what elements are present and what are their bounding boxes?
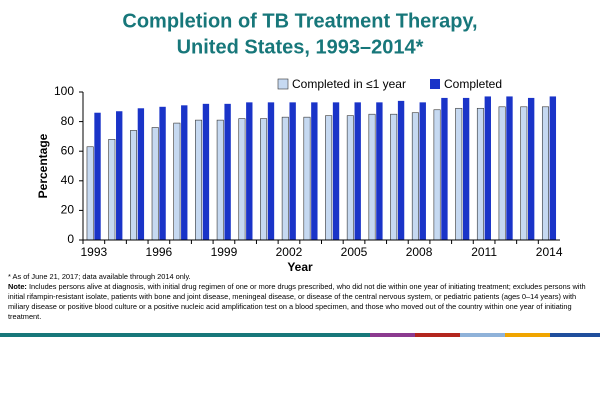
y-tick-label: 60 <box>61 143 75 157</box>
footnote: * As of June 21, 2017; data available th… <box>8 272 191 281</box>
x-tick-label: 2014 <box>536 245 563 259</box>
bar <box>549 96 557 240</box>
bar <box>462 97 470 240</box>
bar <box>224 103 231 240</box>
bar <box>484 96 491 240</box>
bar <box>354 102 361 240</box>
legend-swatch <box>430 79 440 89</box>
bar <box>159 106 166 240</box>
bar <box>195 119 203 241</box>
bar <box>498 106 506 241</box>
bar <box>202 103 210 240</box>
bar <box>390 113 398 241</box>
bar <box>311 102 318 240</box>
bar <box>151 127 159 241</box>
y-tick-label: 80 <box>61 114 75 128</box>
bar <box>267 102 275 240</box>
legend-label: Completed in ≤1 year <box>292 77 406 91</box>
bar <box>173 122 181 241</box>
bar <box>433 109 441 241</box>
decor-strip <box>505 333 550 337</box>
bar <box>94 112 101 240</box>
bar <box>108 139 116 241</box>
bar <box>527 97 535 240</box>
bar <box>181 105 188 240</box>
bar <box>281 116 289 241</box>
decor-strip <box>550 333 600 337</box>
bar <box>455 107 463 241</box>
x-tick-label: 1996 <box>146 245 173 259</box>
bar <box>419 102 426 240</box>
bar <box>541 106 549 241</box>
y-axis-label: Percentage <box>36 133 50 198</box>
bar <box>137 108 145 240</box>
note: Note: Includes persons alive at diagnosi… <box>8 282 593 322</box>
x-tick-label: 1999 <box>211 245 238 259</box>
chart-title: United States, 1993–2014* <box>177 36 424 58</box>
bar <box>520 106 528 241</box>
x-tick-label: 2002 <box>276 245 303 259</box>
y-tick-label: 40 <box>61 173 75 187</box>
bar <box>346 115 354 241</box>
bar <box>332 102 340 240</box>
x-tick-label: 2008 <box>406 245 433 259</box>
legend-label: Completed <box>444 77 502 91</box>
bar <box>397 100 405 240</box>
bar <box>238 118 246 241</box>
bar <box>216 119 224 241</box>
bar <box>289 102 296 240</box>
bar <box>303 116 311 241</box>
bar <box>376 102 383 240</box>
decor-strip <box>415 333 460 337</box>
bar <box>441 97 448 240</box>
bar <box>476 107 484 241</box>
footnotes: * As of June 21, 2017; data available th… <box>8 272 593 322</box>
legend-swatch <box>277 78 289 90</box>
bar <box>116 111 123 241</box>
y-tick-label: 0 <box>67 232 74 246</box>
y-tick-label: 100 <box>54 84 74 98</box>
bar <box>86 146 94 241</box>
y-tick-label: 20 <box>61 203 75 217</box>
note-text: Includes persons alive at diagnosis, wit… <box>8 282 586 321</box>
note-label: Note: <box>8 282 27 291</box>
x-tick-label: 1993 <box>80 245 107 259</box>
decor-strip <box>370 333 415 337</box>
x-axis-label: Year <box>287 260 313 274</box>
decor-strip <box>0 333 370 337</box>
bar <box>411 112 419 241</box>
bar <box>368 113 376 241</box>
chart-title: Completion of TB Treatment Therapy, <box>122 10 477 32</box>
decor-strip <box>460 333 505 337</box>
bar <box>246 102 253 240</box>
bar <box>260 118 268 241</box>
x-tick-label: 2011 <box>471 245 497 259</box>
x-tick-label: 2005 <box>341 245 368 259</box>
bar <box>130 130 138 241</box>
bar <box>325 115 333 241</box>
bar <box>506 96 513 240</box>
